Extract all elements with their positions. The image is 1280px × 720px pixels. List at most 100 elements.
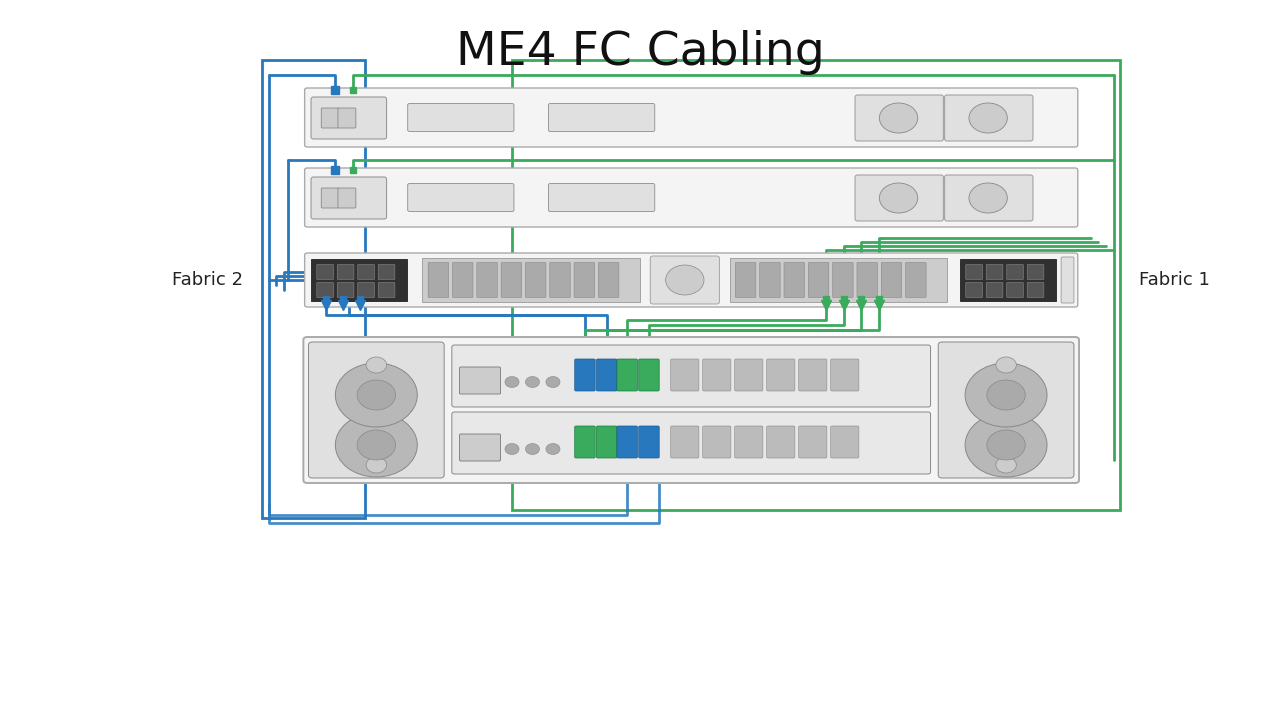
FancyBboxPatch shape bbox=[338, 282, 355, 297]
FancyBboxPatch shape bbox=[317, 264, 334, 279]
FancyBboxPatch shape bbox=[767, 426, 795, 458]
FancyBboxPatch shape bbox=[308, 342, 444, 478]
FancyBboxPatch shape bbox=[735, 359, 763, 391]
FancyBboxPatch shape bbox=[338, 188, 356, 208]
FancyBboxPatch shape bbox=[1028, 264, 1044, 279]
Bar bbox=[512, 60, 1120, 510]
FancyBboxPatch shape bbox=[831, 359, 859, 391]
FancyBboxPatch shape bbox=[833, 263, 852, 297]
FancyBboxPatch shape bbox=[379, 282, 396, 297]
FancyBboxPatch shape bbox=[317, 282, 334, 297]
FancyBboxPatch shape bbox=[1007, 264, 1024, 279]
FancyBboxPatch shape bbox=[966, 264, 983, 279]
Circle shape bbox=[987, 430, 1025, 460]
FancyBboxPatch shape bbox=[799, 359, 827, 391]
Circle shape bbox=[996, 357, 1016, 373]
Circle shape bbox=[547, 377, 561, 387]
Circle shape bbox=[996, 457, 1016, 473]
FancyBboxPatch shape bbox=[596, 426, 617, 458]
FancyBboxPatch shape bbox=[1007, 282, 1024, 297]
Circle shape bbox=[987, 380, 1025, 410]
Circle shape bbox=[965, 363, 1047, 427]
FancyBboxPatch shape bbox=[855, 95, 943, 141]
Circle shape bbox=[969, 103, 1007, 133]
Circle shape bbox=[504, 444, 520, 454]
Circle shape bbox=[547, 444, 561, 454]
Circle shape bbox=[965, 413, 1047, 477]
FancyBboxPatch shape bbox=[809, 263, 829, 297]
FancyBboxPatch shape bbox=[639, 359, 659, 391]
FancyBboxPatch shape bbox=[671, 426, 699, 458]
FancyBboxPatch shape bbox=[1028, 282, 1044, 297]
FancyBboxPatch shape bbox=[429, 263, 449, 297]
Text: ME4 FC Cabling: ME4 FC Cabling bbox=[456, 30, 824, 75]
FancyBboxPatch shape bbox=[617, 426, 637, 458]
FancyBboxPatch shape bbox=[305, 168, 1078, 227]
FancyBboxPatch shape bbox=[945, 95, 1033, 141]
Circle shape bbox=[357, 380, 396, 410]
Text: Fabric 1: Fabric 1 bbox=[1139, 271, 1210, 289]
FancyBboxPatch shape bbox=[703, 359, 731, 391]
FancyBboxPatch shape bbox=[639, 426, 659, 458]
Bar bbox=[422, 258, 640, 302]
Text: Fabric 2: Fabric 2 bbox=[173, 271, 243, 289]
FancyBboxPatch shape bbox=[575, 426, 595, 458]
FancyBboxPatch shape bbox=[452, 345, 931, 407]
FancyBboxPatch shape bbox=[617, 359, 637, 391]
FancyBboxPatch shape bbox=[526, 263, 547, 297]
FancyBboxPatch shape bbox=[379, 264, 396, 279]
Circle shape bbox=[969, 183, 1007, 213]
Circle shape bbox=[526, 377, 540, 387]
FancyBboxPatch shape bbox=[783, 263, 805, 297]
Circle shape bbox=[666, 265, 704, 295]
FancyBboxPatch shape bbox=[906, 263, 927, 297]
FancyBboxPatch shape bbox=[502, 263, 522, 297]
FancyBboxPatch shape bbox=[358, 264, 375, 279]
FancyBboxPatch shape bbox=[305, 253, 1078, 307]
Bar bbox=[262, 60, 365, 518]
Bar bbox=[311, 259, 407, 301]
FancyBboxPatch shape bbox=[855, 175, 943, 221]
FancyBboxPatch shape bbox=[452, 412, 931, 474]
FancyBboxPatch shape bbox=[303, 337, 1079, 483]
FancyBboxPatch shape bbox=[575, 263, 595, 297]
FancyBboxPatch shape bbox=[703, 426, 731, 458]
Circle shape bbox=[504, 377, 520, 387]
FancyBboxPatch shape bbox=[321, 108, 339, 128]
FancyBboxPatch shape bbox=[735, 426, 763, 458]
FancyBboxPatch shape bbox=[599, 263, 620, 297]
FancyBboxPatch shape bbox=[1061, 257, 1074, 303]
FancyBboxPatch shape bbox=[831, 426, 859, 458]
FancyBboxPatch shape bbox=[338, 264, 355, 279]
FancyBboxPatch shape bbox=[338, 108, 356, 128]
FancyBboxPatch shape bbox=[460, 434, 500, 461]
FancyBboxPatch shape bbox=[987, 282, 1004, 297]
FancyBboxPatch shape bbox=[987, 264, 1004, 279]
FancyBboxPatch shape bbox=[858, 263, 878, 297]
FancyBboxPatch shape bbox=[321, 188, 339, 208]
FancyBboxPatch shape bbox=[408, 184, 515, 212]
FancyBboxPatch shape bbox=[945, 175, 1033, 221]
Bar bbox=[960, 259, 1056, 301]
FancyBboxPatch shape bbox=[305, 88, 1078, 147]
Circle shape bbox=[526, 444, 540, 454]
Circle shape bbox=[357, 430, 396, 460]
FancyBboxPatch shape bbox=[311, 97, 387, 139]
FancyBboxPatch shape bbox=[596, 359, 617, 391]
FancyBboxPatch shape bbox=[477, 263, 498, 297]
FancyBboxPatch shape bbox=[460, 367, 500, 394]
FancyBboxPatch shape bbox=[966, 282, 983, 297]
FancyBboxPatch shape bbox=[650, 256, 719, 304]
Circle shape bbox=[366, 457, 387, 473]
Circle shape bbox=[879, 103, 918, 133]
FancyBboxPatch shape bbox=[671, 359, 699, 391]
Circle shape bbox=[335, 363, 417, 427]
Circle shape bbox=[366, 357, 387, 373]
FancyBboxPatch shape bbox=[453, 263, 474, 297]
FancyBboxPatch shape bbox=[575, 359, 595, 391]
FancyBboxPatch shape bbox=[358, 282, 375, 297]
FancyBboxPatch shape bbox=[938, 342, 1074, 478]
FancyBboxPatch shape bbox=[549, 104, 655, 132]
FancyBboxPatch shape bbox=[736, 263, 756, 297]
FancyBboxPatch shape bbox=[799, 426, 827, 458]
